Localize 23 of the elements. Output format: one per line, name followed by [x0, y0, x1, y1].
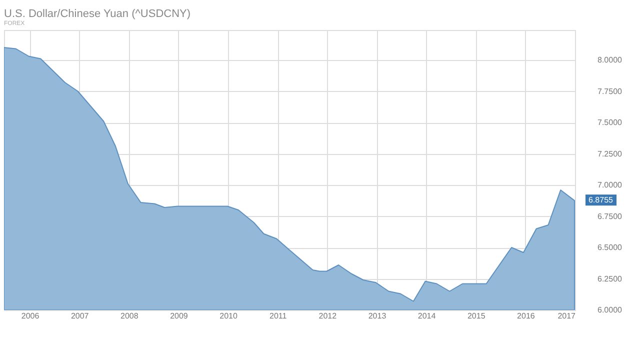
y-tick-label: 7.2500: [598, 149, 623, 158]
y-tick-label: 7.7500: [598, 86, 623, 96]
x-tick-label: 2010: [220, 312, 238, 320]
x-tick-label: 2006: [21, 312, 40, 320]
x-tick-label: 2016: [517, 312, 536, 320]
annotation: 6.8755: [588, 196, 614, 205]
x-tick-label: 2017: [558, 312, 576, 320]
x-tick-label: 2014: [418, 312, 436, 320]
y-tick-label: 7.5000: [598, 118, 623, 127]
x-tick-label: 2011: [270, 312, 288, 320]
y-tick-label: 6.5000: [598, 243, 623, 252]
x-tick-label: 2012: [318, 312, 338, 320]
y-tick-label: 8.0000: [598, 56, 623, 64]
x-tick-label: 2009: [170, 312, 188, 320]
y-tick-label: 7.0000: [598, 180, 623, 190]
y-tick-label: 6.0000: [598, 306, 623, 314]
x-tick-label: 2008: [120, 312, 139, 320]
x-tick-label: 2015: [467, 312, 486, 320]
y-tick-label: 6.7500: [598, 212, 623, 221]
x-tick-label: 2013: [368, 312, 387, 320]
y-tick-label: 6.2500: [598, 274, 623, 284]
chart-title: U.S. Dollar/Chinese Yuan (^USDCNY): [4, 8, 191, 20]
x-tick-label: 2007: [70, 312, 90, 320]
